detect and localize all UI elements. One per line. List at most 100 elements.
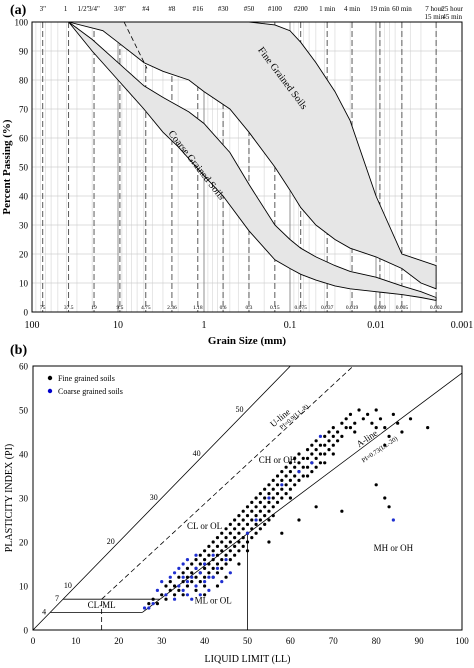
a-line [142, 372, 463, 613]
x-tick-label: 0.1 [284, 320, 297, 331]
fine-point [207, 544, 211, 549]
fine-point [301, 465, 305, 469]
x-tick-label: 1 [202, 320, 207, 331]
fine-point [275, 500, 280, 504]
fine-point [172, 593, 177, 597]
fine-point [190, 571, 194, 575]
fine-point [335, 430, 340, 434]
fine-point [327, 439, 331, 443]
fine-point [387, 434, 391, 438]
fine-point [348, 412, 353, 416]
fine-point [323, 434, 327, 438]
fine-point [160, 593, 164, 597]
fine-point [426, 426, 430, 430]
panel-a-y-axis-label: Percent Passing (%) [1, 119, 13, 214]
sieve-label-top: 1 min [319, 5, 336, 13]
legend-marker [47, 388, 53, 394]
fine-point [233, 527, 237, 531]
coarse-point [181, 588, 185, 593]
fine-point [263, 514, 267, 518]
fine-point [340, 509, 344, 513]
zone-label: CL-ML [88, 600, 116, 610]
fine-point [228, 558, 232, 562]
coarse-point [198, 593, 202, 597]
coarse-point [151, 602, 155, 606]
fine-point [215, 562, 220, 566]
coarse-point [142, 606, 147, 610]
sieve-label-top: #100 [268, 5, 283, 13]
fine-point [318, 452, 323, 456]
fine-point [164, 597, 168, 601]
coarse-point [194, 584, 198, 588]
fine-point [284, 474, 288, 478]
fine-point [241, 518, 245, 522]
fine-point [220, 566, 224, 571]
fine-point [177, 575, 181, 579]
diagonal-tick-label: 20 [107, 537, 115, 546]
fine-point [327, 448, 331, 452]
panel-a-grain-size-chart: (a) 3" 1 1/2"3/4" 3/8" #4 #8 #16 #30 #50 #100 #200… [1, 3, 473, 347]
fine-point [177, 588, 181, 593]
fine-point [207, 553, 211, 557]
coarse-point [190, 575, 194, 579]
fine-point [340, 421, 344, 425]
panel-a-ticks: 0 10 20 30 40 50 60 70 80 90 100 100 10 1 0.1 0.01 0.001 [15, 18, 474, 332]
sieve-label-top: 25 hour [441, 5, 463, 13]
fine-point [301, 456, 305, 460]
coarse-point [220, 580, 224, 584]
x-tick-label: 100 [455, 636, 469, 646]
fine-point [237, 522, 241, 527]
fine-point [237, 549, 241, 553]
fine-point [275, 492, 280, 496]
coarse-point [190, 597, 194, 601]
fine-point [233, 544, 237, 549]
diagonal-tick-label: 7 [55, 594, 59, 603]
fine-point [181, 571, 185, 575]
fine-point [254, 496, 258, 500]
fine-point [241, 509, 245, 513]
y-tick-label: 60 [19, 134, 29, 144]
fine-point [275, 483, 280, 487]
sieve-label-top: #16 [193, 5, 204, 13]
fine-point [318, 461, 323, 465]
panel-a-areas [68, 21, 437, 301]
panel-b-points [142, 408, 430, 610]
sieve-label-top: #50 [244, 5, 255, 13]
fine-point [331, 426, 335, 430]
fine-point [198, 580, 202, 584]
fine-point [271, 487, 275, 491]
fine-point [168, 588, 172, 593]
sieve-size-bottom: 0.15 [270, 305, 280, 311]
y-tick-label: 50 [19, 163, 29, 173]
fine-point [190, 562, 194, 566]
fine-point [194, 575, 198, 579]
fine-point [181, 580, 185, 584]
coarse-point [267, 496, 271, 500]
fine-point [233, 553, 237, 557]
panel-a-x-axis-label: Grain Size (mm) [208, 335, 287, 347]
coarse-point [207, 575, 211, 579]
coarse-point [194, 566, 198, 571]
fine-point [383, 426, 387, 430]
sieve-size-bottom: 1.18 [193, 305, 203, 311]
fine-point [293, 456, 297, 460]
coarse-point [194, 553, 198, 557]
fine-point [211, 558, 215, 562]
sieve-label-top: 15 min [424, 13, 444, 21]
x-tick-label: 0 [31, 636, 36, 646]
sieve-size-bottom: 9.5 [116, 305, 123, 311]
fine-point [288, 487, 292, 491]
fine-point [224, 527, 228, 531]
fine-point [293, 465, 297, 469]
fine-point [383, 443, 387, 447]
x-tick-label: 0.01 [367, 320, 385, 331]
fine-point [263, 505, 267, 509]
fine-point [267, 483, 271, 487]
coarse-point [160, 580, 164, 584]
fine-point [215, 553, 220, 557]
panel-b-label: (b) [10, 343, 27, 358]
coarse-point [207, 588, 211, 593]
panel-a-sieve-sizes: 75 37.5 19 9.5 4.75 2.36 1.18 0.6 0.3 0.15 0.075 0.… [40, 305, 443, 311]
fine-point [237, 540, 241, 544]
sieve-size-bottom: 0.075 [295, 305, 308, 311]
